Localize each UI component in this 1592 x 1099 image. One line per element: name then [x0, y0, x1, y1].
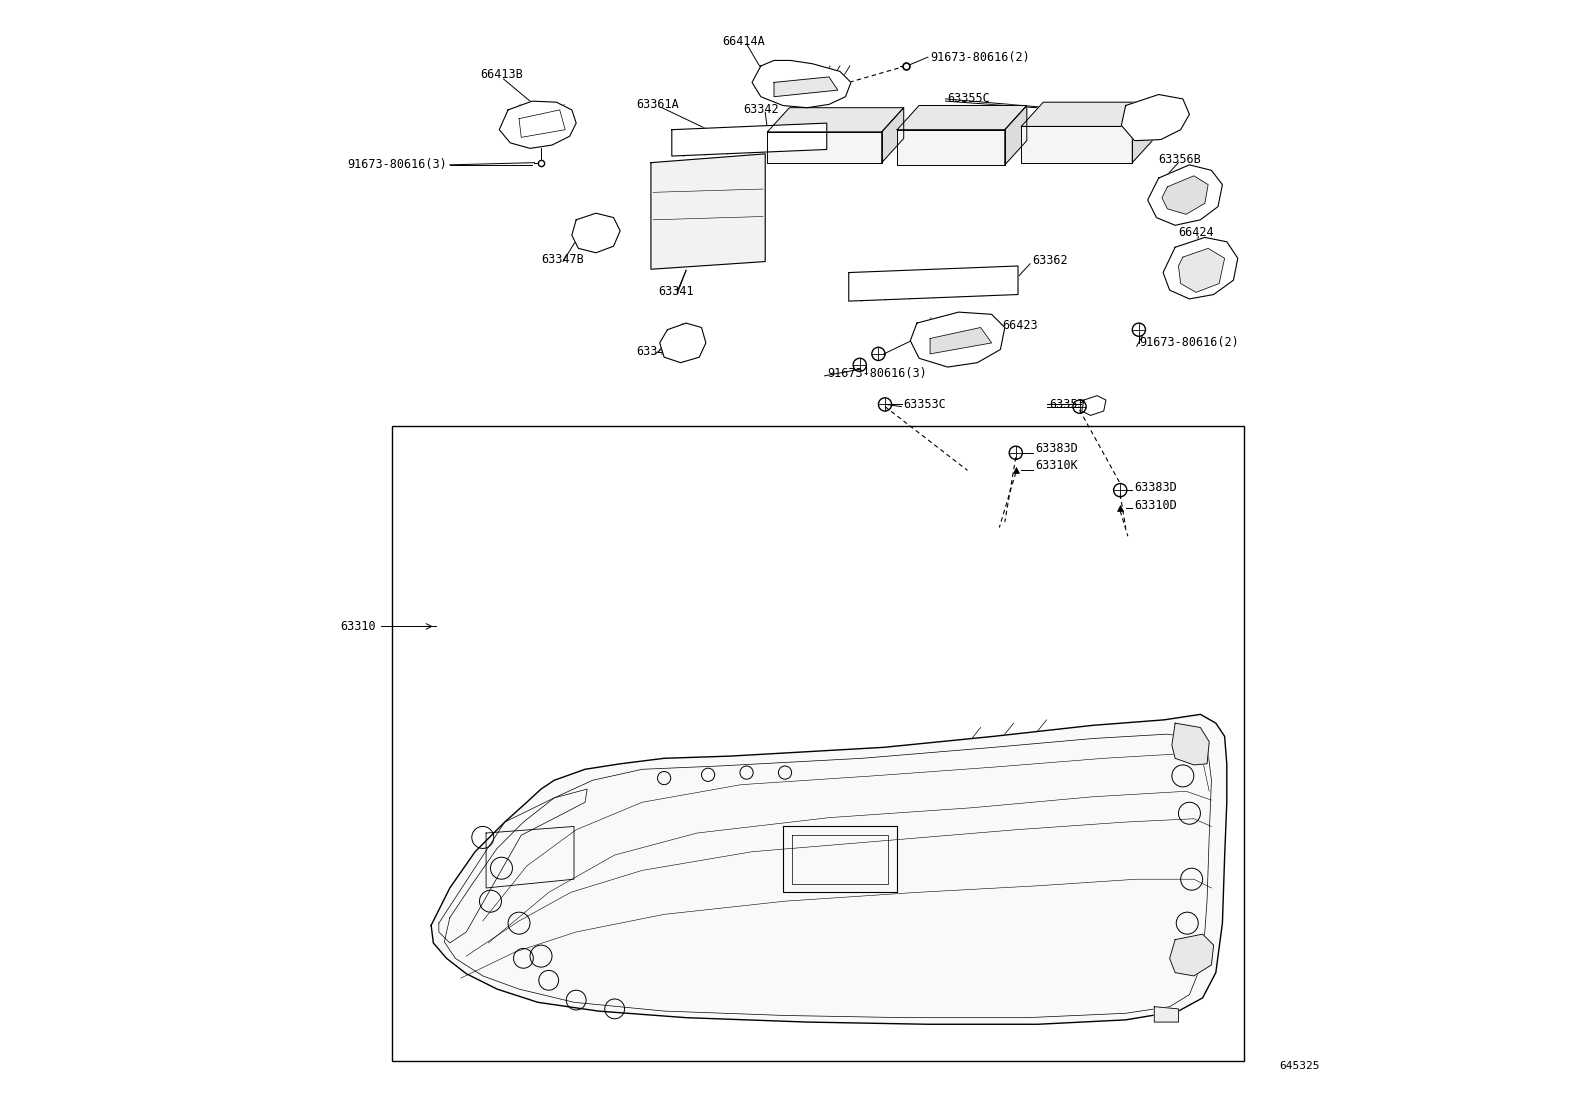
Text: 63362: 63362: [1032, 254, 1068, 267]
Polygon shape: [849, 266, 1017, 301]
Polygon shape: [1164, 237, 1239, 299]
Text: 63383D: 63383D: [1135, 481, 1176, 495]
Polygon shape: [898, 130, 1005, 165]
Polygon shape: [767, 132, 882, 163]
Polygon shape: [1162, 176, 1208, 214]
Text: 63310K: 63310K: [1035, 459, 1078, 473]
Polygon shape: [431, 714, 1227, 1024]
Text: 91673-80616(2): 91673-80616(2): [930, 51, 1030, 64]
Polygon shape: [1022, 102, 1154, 126]
Polygon shape: [898, 106, 1027, 130]
Polygon shape: [767, 108, 904, 132]
Polygon shape: [1170, 934, 1213, 976]
Polygon shape: [500, 101, 576, 148]
Text: 91673-80616(2): 91673-80616(2): [1138, 336, 1239, 349]
Polygon shape: [1172, 723, 1210, 765]
Text: 63310: 63310: [341, 620, 376, 633]
Polygon shape: [1154, 1007, 1178, 1022]
Polygon shape: [882, 108, 904, 163]
Polygon shape: [911, 312, 1005, 367]
Text: 63342: 63342: [743, 103, 778, 116]
Polygon shape: [774, 77, 837, 97]
Text: 63341: 63341: [659, 285, 694, 298]
Polygon shape: [1081, 396, 1106, 415]
Text: 91673-80616(3): 91673-80616(3): [347, 158, 447, 171]
Polygon shape: [1148, 165, 1223, 225]
Polygon shape: [572, 213, 621, 253]
Text: 63342: 63342: [989, 125, 1024, 138]
Polygon shape: [1005, 106, 1027, 165]
Text: 66414A: 66414A: [723, 35, 766, 48]
Polygon shape: [1022, 126, 1132, 163]
Text: 66424: 66424: [1178, 226, 1215, 240]
Text: 645325: 645325: [1280, 1061, 1320, 1072]
Text: 63348B: 63348B: [637, 345, 680, 358]
Text: 91673-80616(3): 91673-80616(3): [826, 367, 927, 380]
Text: 66413B: 66413B: [481, 68, 524, 81]
Polygon shape: [1132, 102, 1154, 163]
Polygon shape: [1178, 248, 1224, 292]
Text: 63353C: 63353C: [904, 398, 947, 411]
Text: 63310D: 63310D: [1135, 499, 1176, 512]
Text: 63361A: 63361A: [637, 98, 680, 111]
Text: 63383D: 63383D: [1035, 442, 1078, 455]
Polygon shape: [1121, 95, 1189, 141]
Text: 63342: 63342: [829, 120, 864, 133]
Polygon shape: [930, 328, 992, 354]
Text: 63355C: 63355C: [947, 92, 990, 106]
Polygon shape: [672, 123, 826, 156]
Text: 66423: 66423: [1003, 319, 1038, 332]
Polygon shape: [751, 60, 852, 108]
Polygon shape: [659, 323, 705, 363]
Polygon shape: [651, 154, 766, 269]
Text: 63353C: 63353C: [1049, 398, 1092, 411]
Text: 63347B: 63347B: [541, 253, 584, 266]
Text: 63356B: 63356B: [1159, 153, 1202, 166]
Bar: [392, 426, 1245, 1061]
